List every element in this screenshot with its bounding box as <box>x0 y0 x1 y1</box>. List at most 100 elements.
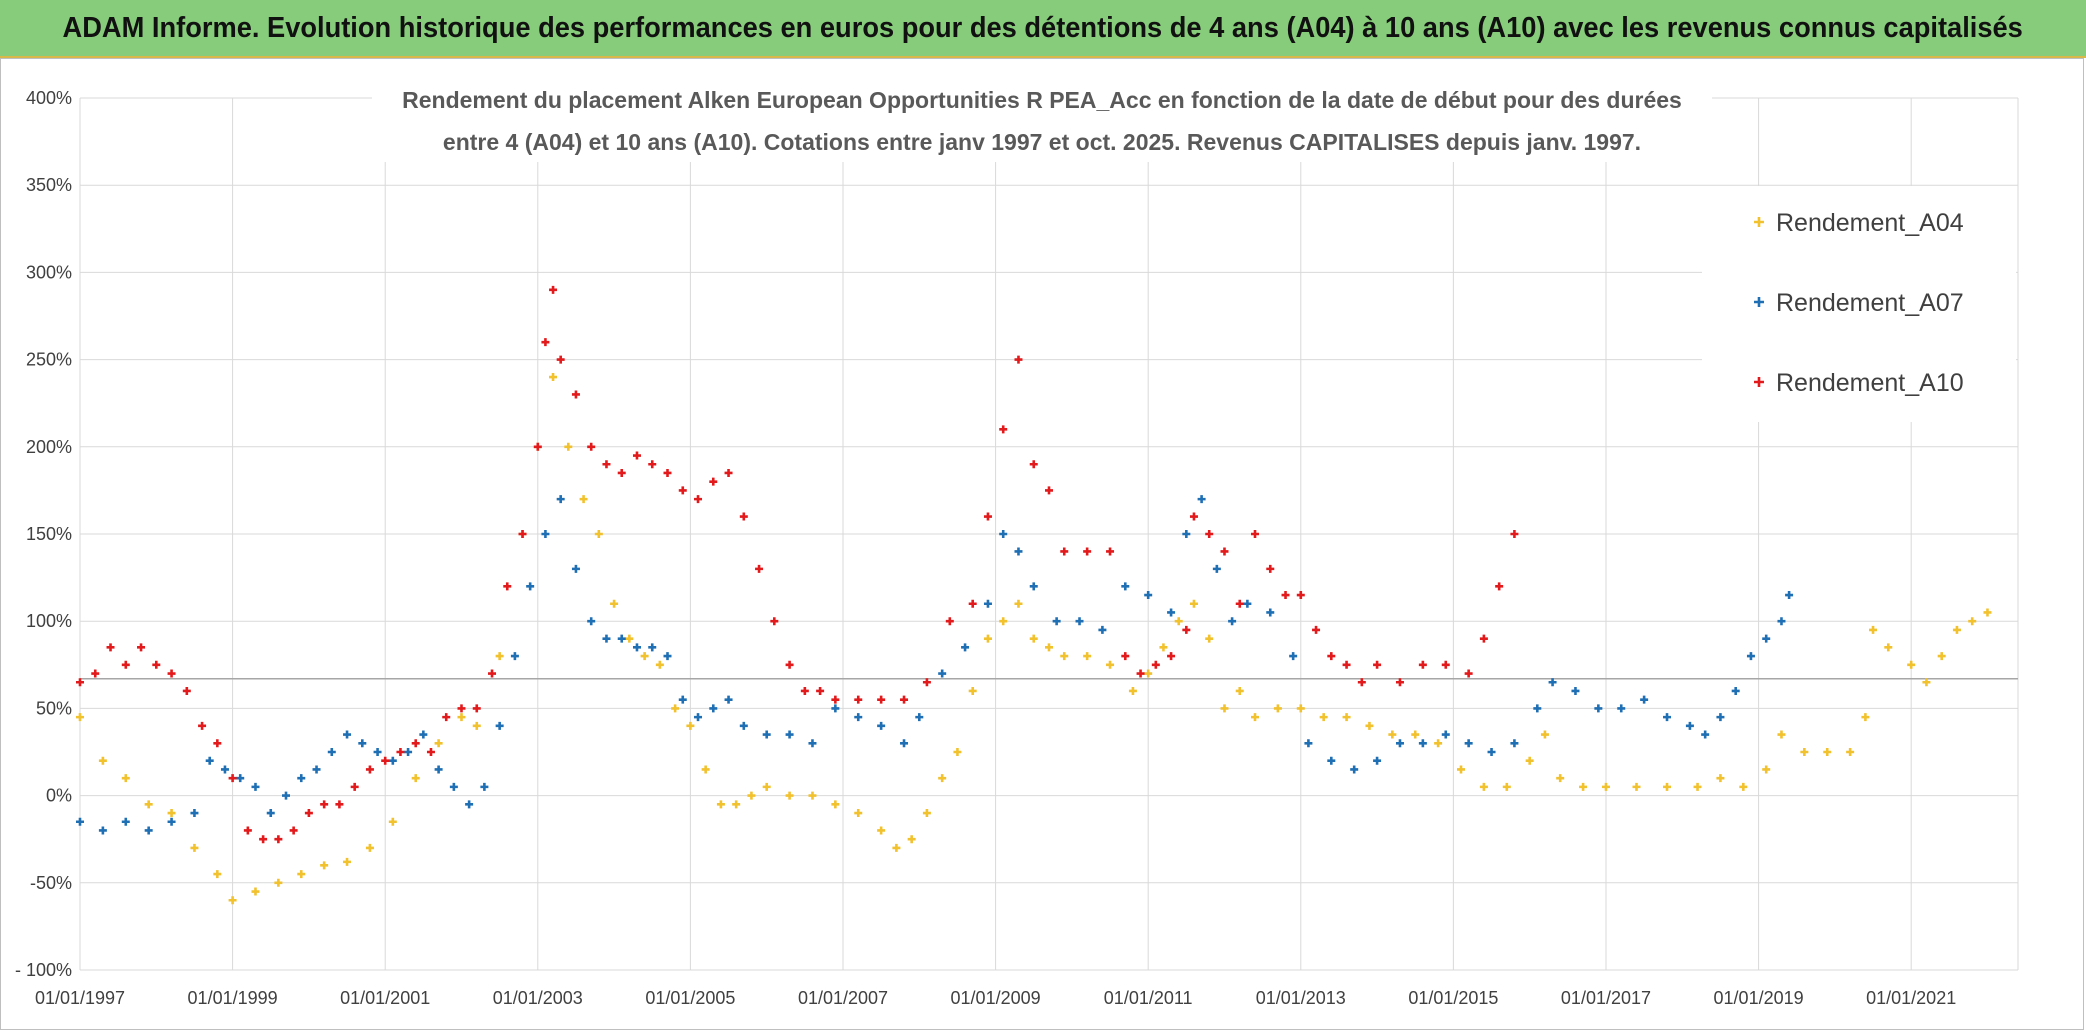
data-point <box>220 765 229 774</box>
data-point <box>1327 652 1336 661</box>
data-point <box>571 564 580 573</box>
data-point <box>518 530 527 538</box>
data-point <box>449 782 458 791</box>
data-point <box>503 582 512 591</box>
data-point <box>556 495 565 504</box>
data-point <box>320 800 329 809</box>
data-point <box>1212 564 1221 573</box>
legend-label: Rendement_A04 <box>1776 209 1964 237</box>
y-tick-label: 50% <box>36 698 72 718</box>
series-Rendement_A07 <box>76 495 1794 835</box>
data-point <box>526 582 535 591</box>
data-point <box>1510 739 1519 748</box>
data-point <box>625 634 634 643</box>
data-point <box>1663 782 1672 791</box>
y-tick-label: 200% <box>26 437 72 457</box>
data-point <box>1373 660 1382 669</box>
x-tick-label: 01/01/2005 <box>645 988 735 1008</box>
data-point <box>1319 713 1328 722</box>
data-point <box>1205 634 1214 643</box>
data-point <box>1128 686 1137 695</box>
data-point <box>938 774 947 783</box>
data-point <box>732 800 741 809</box>
y-tick-label: 150% <box>26 524 72 544</box>
data-point <box>411 739 420 748</box>
data-point <box>144 826 153 835</box>
data-point <box>831 704 840 713</box>
data-point <box>472 704 481 713</box>
data-point <box>76 817 84 826</box>
data-point <box>640 652 649 661</box>
data-point <box>900 695 909 704</box>
data-point <box>411 774 420 783</box>
data-point <box>907 835 916 844</box>
x-tick-label: 01/01/2013 <box>1256 988 1346 1008</box>
data-point <box>274 878 283 887</box>
data-point <box>1144 669 1153 678</box>
data-point <box>1060 547 1069 556</box>
data-point <box>1220 547 1229 556</box>
data-point <box>724 468 733 477</box>
data-point <box>1701 730 1710 739</box>
data-point <box>594 530 603 538</box>
data-point <box>236 774 245 783</box>
legend-marker <box>1754 217 1764 227</box>
data-point <box>190 843 199 852</box>
x-tick-label: 01/01/1997 <box>35 988 125 1008</box>
data-point <box>251 782 260 791</box>
data-point <box>1121 652 1130 661</box>
title-background <box>372 82 1712 162</box>
data-point <box>678 486 687 495</box>
data-point <box>961 643 970 652</box>
data-point <box>1014 547 1023 556</box>
data-point <box>1418 660 1427 669</box>
data-point <box>1762 765 1771 774</box>
data-point <box>541 530 550 538</box>
data-point <box>747 791 756 800</box>
data-point <box>388 756 397 765</box>
y-tick-label: 400% <box>26 88 72 108</box>
data-point <box>1189 599 1198 608</box>
data-point <box>1045 486 1053 495</box>
data-point <box>1342 713 1351 722</box>
data-point <box>472 721 481 730</box>
legend-label: Rendement_A07 <box>1776 289 1964 317</box>
x-tick-label: 01/01/2001 <box>340 988 430 1008</box>
legend: Rendement_A04 Rendement_A07 Rendement_A10 <box>1702 186 2016 422</box>
data-point <box>999 425 1008 434</box>
data-point <box>190 809 199 818</box>
data-point <box>1617 704 1626 713</box>
data-point <box>91 669 100 678</box>
data-point <box>648 643 657 652</box>
data-point <box>785 791 794 800</box>
x-axis-ticks: 01/01/1997 01/01/1999 01/01/2001 01/01/2003… <box>35 988 1956 1008</box>
data-point <box>938 669 947 678</box>
data-point <box>1151 660 1160 669</box>
data-point <box>632 451 641 460</box>
data-point <box>1342 660 1351 669</box>
report-banner: ADAM Informe. Evolution historique des p… <box>0 0 2086 58</box>
data-point <box>1159 643 1168 652</box>
data-point <box>854 713 863 722</box>
data-point <box>137 643 146 652</box>
data-point <box>587 442 596 451</box>
data-point <box>602 634 611 643</box>
data-point <box>1533 704 1542 713</box>
data-point <box>495 721 504 730</box>
data-point <box>1601 782 1610 791</box>
data-point <box>1800 748 1809 756</box>
data-point <box>1251 713 1260 722</box>
data-point <box>259 835 268 844</box>
data-point <box>915 713 924 722</box>
data-point <box>1556 774 1565 783</box>
legend-label: Rendement_A10 <box>1776 369 1964 397</box>
data-point <box>877 826 886 835</box>
data-point <box>1365 721 1374 730</box>
data-point <box>1579 782 1588 791</box>
data-point <box>1235 599 1244 608</box>
data-point <box>1182 530 1191 538</box>
data-point <box>1052 617 1061 626</box>
data-point <box>983 599 992 608</box>
data-point <box>205 756 214 765</box>
data-point <box>739 512 748 521</box>
